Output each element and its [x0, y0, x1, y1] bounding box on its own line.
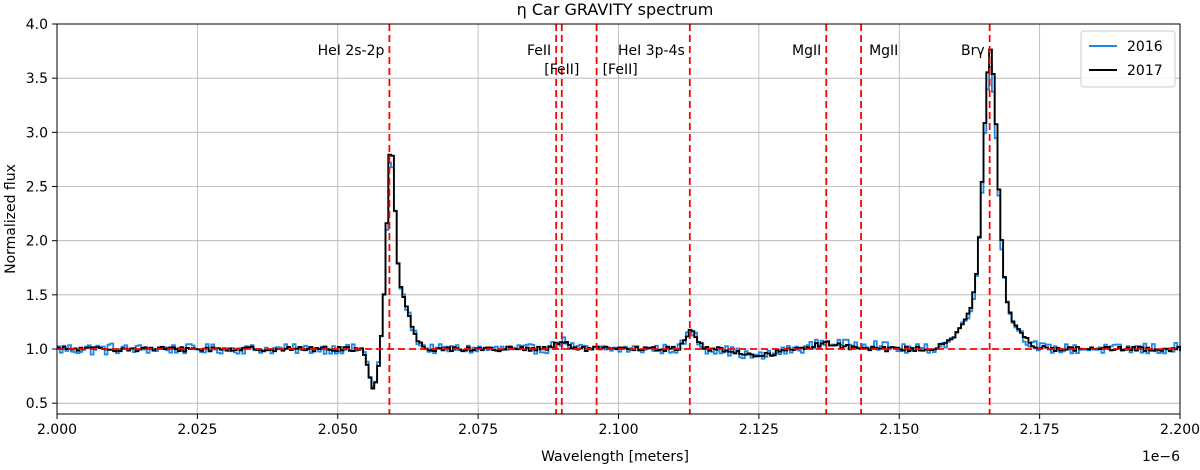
y-tick-label: 1.5 — [26, 288, 48, 304]
spectral-line-label: [FeII] — [544, 62, 579, 78]
reference-lines-top — [57, 24, 1180, 414]
legend: 2016 2017 — [1080, 30, 1176, 88]
x-tick-label: 2.050 — [318, 422, 358, 438]
x-tick-label: 2.025 — [177, 422, 217, 438]
y-tick-label: 3.0 — [26, 125, 48, 141]
x-axis-label: Wavelength [meters] — [541, 449, 689, 465]
x-tick-label: 2.175 — [1020, 422, 1060, 438]
y-tick-label: 2.5 — [26, 180, 48, 196]
spectral-line-label: FeII — [527, 43, 551, 59]
y-tick-label: 1.0 — [26, 342, 48, 358]
y-tick-label: 0.5 — [26, 396, 48, 412]
chart-title: η Car GRAVITY spectrum — [517, 0, 714, 19]
y-tick-label: 2.0 — [26, 234, 48, 250]
x-tick-label: 2.150 — [879, 422, 919, 438]
line-annotations: HeI 2s-2p FeII [FeII] [FeII] HeI 3p-4s MgII Mg… — [318, 43, 985, 78]
spectral-line-label: HeI 2s-2p — [318, 43, 385, 59]
x-tick-label: 2.100 — [598, 422, 638, 438]
spectral-line-label: Brγ — [961, 43, 985, 59]
spectral-line-label: [FeII] — [603, 62, 638, 78]
spectral-line-label: MgII — [792, 43, 821, 59]
axis-ticks: 2.000 2.025 2.050 2.075 2.100 2.125 2.150 2.175… — [26, 17, 1200, 438]
legend-label-2016: 2016 — [1127, 39, 1163, 55]
y-tick-label: 3.5 — [26, 71, 48, 87]
x-offset-label: 1e−6 — [1142, 449, 1180, 465]
y-axis-label: Normalized flux — [3, 164, 19, 274]
x-tick-label: 2.075 — [458, 422, 498, 438]
x-tick-label: 2.125 — [739, 422, 779, 438]
x-tick-label: 2.000 — [37, 422, 77, 438]
legend-label-2017: 2017 — [1127, 63, 1163, 79]
y-tick-label: 4.0 — [26, 17, 48, 33]
x-tick-label: 2.200 — [1160, 422, 1200, 438]
spectral-line-label: HeI 3p-4s — [618, 43, 685, 59]
spectral-line-label: MgII — [869, 43, 898, 59]
